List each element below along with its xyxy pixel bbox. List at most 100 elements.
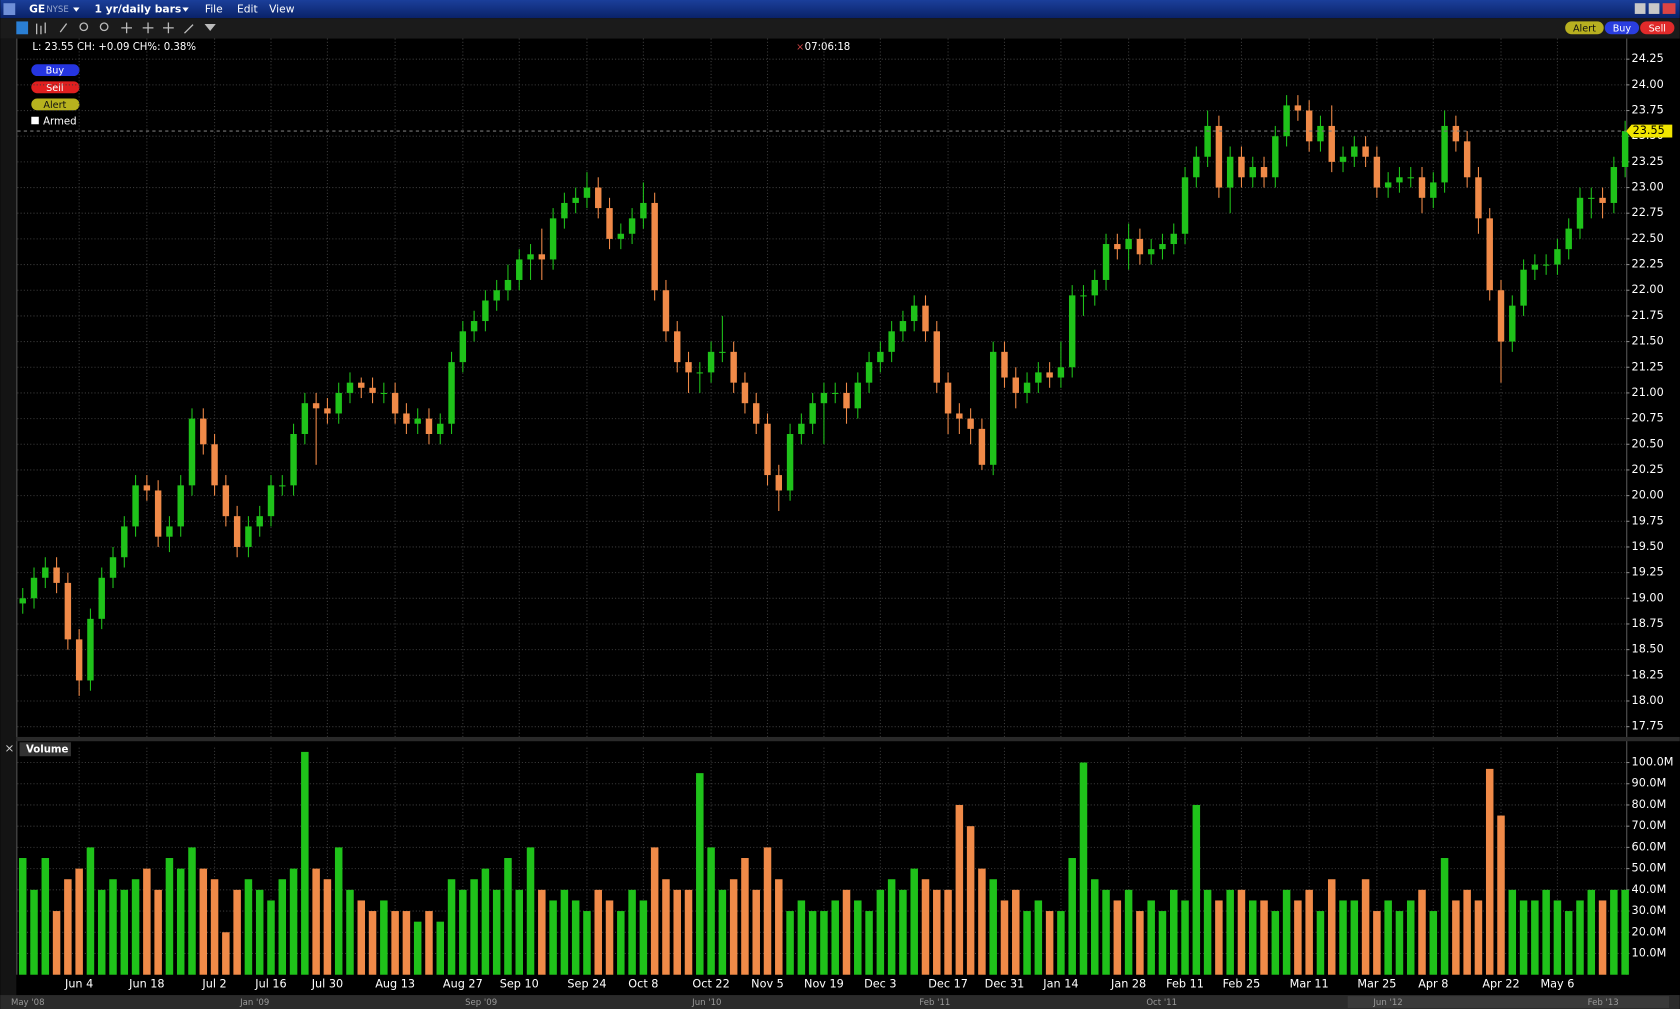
volume-bar [707,847,715,975]
buy-button[interactable] [31,64,80,77]
period-selector[interactable]: 1 yr/daily bars [94,3,181,16]
volume-bar [1136,911,1144,975]
tool-line[interactable] [59,23,68,33]
alert-button[interactable] [1565,21,1604,35]
tool-more[interactable] [204,23,216,32]
sell-button-label[interactable]: Sell [1649,23,1666,34]
tool-pan[interactable] [142,22,174,34]
timeline-label: Oct '11 [1146,998,1177,1008]
y-tick-label: 24.25 [1632,52,1664,65]
buy-button[interactable] [1604,21,1640,35]
candle-body [504,279,512,291]
volume-bar [955,804,964,975]
volume-bar [312,868,320,975]
maximize[interactable] [1648,3,1660,14]
candle-body [922,305,929,332]
candle-body [730,351,737,383]
candle-body [595,187,602,209]
tool-crosshair[interactable] [121,22,132,34]
candle-body [143,485,151,491]
close[interactable] [1662,3,1676,14]
volume-bar [1068,858,1076,975]
volume-bar [1192,804,1201,975]
tool-wrench[interactable] [184,24,194,34]
volume-bar [1158,911,1167,975]
candle-body [707,351,715,373]
tool-zoom-in[interactable] [79,22,89,32]
volume-bar [1553,900,1562,975]
minimize[interactable] [1634,3,1646,14]
volume-bar [1621,889,1629,975]
sell-label[interactable]: Sell [46,83,63,94]
timeline-window[interactable] [1347,996,1670,1008]
x-tick-label: Jul 2 [201,977,226,990]
app-icon [3,3,16,15]
volume-bar [1497,815,1505,975]
volume-bar [1294,900,1302,975]
candle-body [132,485,139,527]
menu-edit[interactable]: Edit [237,3,258,16]
timeline-label: Feb '11 [919,998,950,1008]
y-tick-label: 100.0M [1632,756,1674,769]
symbol[interactable]: GE [29,3,45,16]
buy-label[interactable]: Buy [46,66,65,77]
volume-bar [436,921,445,975]
tool-zoom-out[interactable] [99,22,109,32]
toolbar [0,18,1680,39]
volume-bar [425,911,433,975]
volume-bar [380,900,388,975]
candle-body [820,392,828,404]
y-tick-label: 18.50 [1632,643,1664,656]
menu-view[interactable]: View [269,3,295,16]
x-tick-label: Sep 10 [500,977,539,990]
candle-body [741,382,749,404]
volume-bar [334,847,343,975]
candle-body [843,392,850,409]
y-tick-label: 30.0M [1632,904,1667,917]
y-tick-label: 23.25 [1632,155,1664,168]
candle-body [87,618,94,681]
candle-body [1418,177,1426,198]
volume-bar [413,921,422,975]
tool-icon[interactable] [16,21,29,35]
candle-body [1181,177,1189,234]
candle-body [1023,382,1031,393]
menu-file[interactable]: File [205,3,223,16]
buy-button-label[interactable]: Buy [1613,23,1632,34]
candle-body [1114,244,1121,250]
x-tick-label: Jan 14 [1042,977,1078,990]
sell-button[interactable] [1640,21,1675,35]
x-tick-label: May 6 [1540,977,1574,990]
candle-body [1599,197,1606,203]
volume-bar [199,868,208,975]
volume-bar [176,868,185,975]
dropdown-arrow[interactable] [182,7,189,12]
tool-bars[interactable] [36,22,46,35]
armed-checkbox[interactable] [31,116,39,125]
candle-body [403,413,410,424]
clock: 07:06:18 [805,42,851,53]
candle-body [1046,372,1053,378]
volume-bar [1610,889,1618,975]
candle-body [685,362,692,373]
alert-button[interactable] [31,98,80,111]
alert-label[interactable]: Alert [43,100,66,111]
candle-body [42,567,49,578]
clock-close[interactable]: × [796,42,804,53]
dropdown-arrow[interactable] [73,7,80,12]
volume-bar [1474,900,1483,975]
timeline-label: Jun '10 [691,998,721,1008]
volume-bar [966,826,975,975]
timeline-bar[interactable] [0,995,1680,1009]
volume-bar [154,889,162,975]
alert-button-label[interactable]: Alert [1573,23,1596,34]
candle-body [1204,125,1211,157]
y-tick-label: 19.50 [1632,540,1664,553]
volume-bar [402,911,411,975]
candle-body [899,321,907,332]
close-panel[interactable]: × [5,741,15,755]
candle-body [222,485,230,517]
volume-bar [255,889,264,975]
y-tick-label: 20.50 [1632,437,1664,450]
